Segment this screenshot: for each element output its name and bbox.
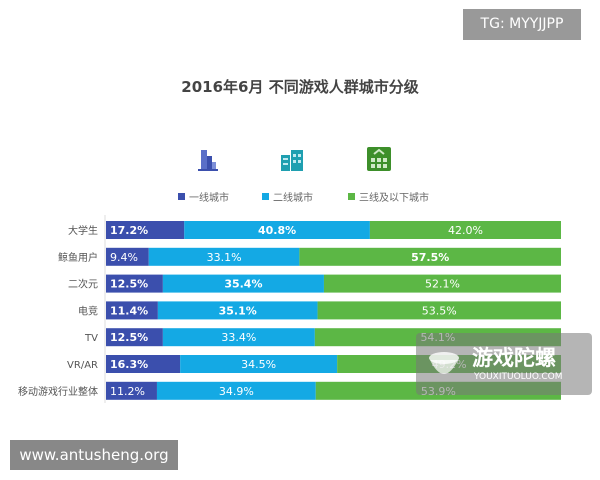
- legend-item-tier2: 二线城市: [262, 189, 313, 204]
- logo-name: 游戏陀螺: [472, 346, 556, 370]
- data-label: 57.5%: [411, 251, 449, 264]
- bar-segment: [157, 301, 318, 320]
- bar-segment: [106, 301, 158, 320]
- bar-segment: [106, 355, 181, 373]
- skyscraper-icon: [198, 150, 218, 171]
- bar-segment: [106, 221, 185, 239]
- bar-segment: [106, 381, 157, 400]
- bar-segment: [317, 301, 561, 320]
- data-label: 33.1%: [207, 251, 242, 264]
- data-label: 35.1%: [219, 304, 257, 317]
- data-label: 35.4%: [224, 278, 262, 291]
- legend-swatch: [262, 193, 269, 200]
- watermark-tg: TG: MYYJJPP: [463, 9, 581, 40]
- data-label: 52.1%: [425, 278, 460, 291]
- bar-segment: [106, 328, 163, 347]
- legend-item-tier1: 一线城市: [178, 189, 229, 204]
- bar-segment: [180, 355, 338, 373]
- watermark-logo: 游戏陀螺 YOUXITUOLUO.COM: [416, 333, 592, 395]
- bar-segment: [299, 247, 561, 266]
- category-label: 移动游戏行业整体: [18, 385, 98, 398]
- bar-segment: [106, 274, 163, 293]
- data-label: 9.4%: [110, 251, 138, 264]
- legend-swatch: [348, 193, 355, 200]
- bar-segment: [184, 221, 370, 239]
- category-label: TV: [84, 333, 98, 344]
- logo-sub: YOUXITUOLUO.COM: [474, 372, 563, 382]
- chart-title: 2016年6月 不同游戏人群城市分级: [181, 78, 419, 96]
- category-label: VR/AR: [67, 360, 98, 371]
- data-label: 33.4%: [221, 331, 256, 344]
- category-label: 电竞: [78, 304, 98, 317]
- category-label: 大学生: [68, 224, 98, 237]
- bar-segment: [162, 274, 324, 293]
- legend-label: 一线城市: [189, 193, 229, 204]
- bar-segment: [369, 221, 561, 239]
- bar-segment: [106, 247, 149, 266]
- bar-segment: [148, 247, 300, 266]
- data-label: 11.2%: [110, 385, 145, 398]
- legend-swatch: [178, 193, 185, 200]
- data-label: 42.0%: [448, 224, 483, 237]
- legend-label: 二线城市: [273, 193, 313, 204]
- category-label: 二次元: [68, 278, 98, 291]
- data-label: 34.9%: [219, 385, 254, 398]
- legend-label: 三线及以下城市: [359, 193, 429, 204]
- data-label: 12.5%: [110, 278, 148, 291]
- data-label: 17.2%: [110, 224, 148, 237]
- category-label: 鲸鱼用户: [58, 251, 98, 264]
- data-label: 34.5%: [241, 358, 276, 371]
- legend-item-tier3: 三线及以下城市: [348, 189, 429, 204]
- bar-segment: [323, 274, 561, 293]
- bar-segment: [162, 328, 315, 347]
- data-label: 40.8%: [258, 224, 296, 237]
- data-label: 11.4%: [110, 304, 148, 317]
- data-label: 16.3%: [110, 358, 148, 371]
- office-building-icon: [281, 150, 303, 171]
- spinning-top-logo-icon: [429, 352, 459, 374]
- data-label: 53.5%: [422, 304, 457, 317]
- bar-segment: [156, 381, 316, 400]
- watermark-site: www.antusheng.org: [10, 440, 178, 470]
- house-icon: [367, 147, 391, 171]
- data-label: 12.5%: [110, 331, 148, 344]
